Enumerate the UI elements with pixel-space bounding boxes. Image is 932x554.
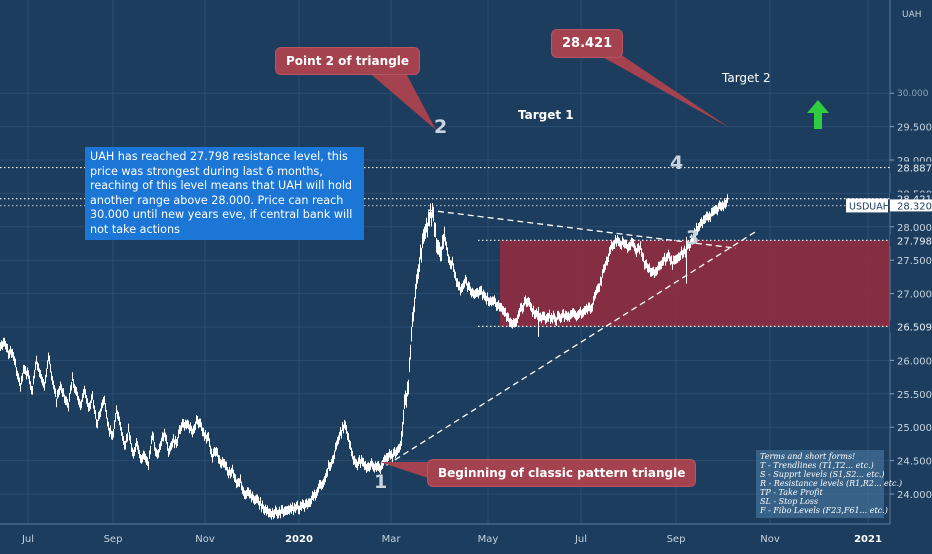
symbol-tag-bg <box>846 198 888 213</box>
price-callout: 28.421 <box>552 30 623 57</box>
up-arrow-icon <box>807 100 829 129</box>
price-tick-label: 27.500 <box>897 256 932 267</box>
time-tick-label: Jul <box>21 534 34 545</box>
target1-label: Target 1 <box>518 108 574 122</box>
point2-callout: Point 2 of triangle <box>276 48 420 74</box>
beginning-pointer <box>380 462 440 482</box>
point-label-1: 1 <box>374 471 387 493</box>
descending-trendline <box>427 209 737 249</box>
price-tick-label: 27.000 <box>897 290 932 301</box>
point2-pointer <box>352 58 436 130</box>
support-tag: 26.509 <box>897 322 932 333</box>
price-tick-label: 24.500 <box>897 457 932 468</box>
unit-label: UAH <box>902 10 922 20</box>
price-tick-label: 29.500 <box>897 123 932 134</box>
symbol-tag: USDUAH <box>849 201 890 212</box>
point-label-3: 3 <box>686 227 699 249</box>
target2-label: Target 2 <box>721 71 771 85</box>
price-pointer <box>590 50 730 128</box>
legend-line: R - Resistance levels (R1,R2... etc.) <box>760 479 903 488</box>
legend-line: F - Fibo Levels (F23,F61... etc.) <box>760 506 888 515</box>
legend-line: Terms and short forms! <box>760 452 856 461</box>
time-tick-label: Nov <box>195 534 215 545</box>
legend-line: SL - Stop Loss <box>760 497 819 506</box>
point-label-4: 4 <box>670 152 683 174</box>
price-tick-label: 24.000 <box>897 490 932 501</box>
price-tick-label: 29.000 <box>897 156 932 167</box>
time-tick-label: Jul <box>574 534 587 545</box>
price-tick-label: 25.000 <box>897 423 932 434</box>
time-tick-label: Sep <box>667 534 686 545</box>
analysis-note: UAH has reached 27.798 resistance level,… <box>85 147 364 240</box>
time-tick-label: Sep <box>104 534 123 545</box>
legend-line: TP - Take Profit <box>760 488 823 497</box>
point-label-2: 2 <box>434 116 447 138</box>
target2-tag: 28.887 <box>897 164 932 175</box>
time-tick-label: Mar <box>382 534 402 545</box>
legend-line: S - Supprt levels (S1,S2... etc.) <box>760 470 885 479</box>
legend-line: T - Trendlines (T1,T2... etc.) <box>760 461 874 470</box>
current-price-tag-bg <box>890 199 932 212</box>
price-tick-label: 26.000 <box>897 356 932 367</box>
current-price-tag: 28.320 <box>897 201 932 212</box>
time-tick-label: May <box>478 534 499 545</box>
resistance-tag: 27.798 <box>897 236 932 247</box>
time-axis-bg <box>0 524 932 550</box>
legend-box: Terms and short forms! T - Trendlines (T… <box>756 450 903 518</box>
target2-tag-bg <box>890 161 932 174</box>
price-tick-label: 28.000 <box>897 223 932 234</box>
beginning-callout: Beginning of classic pattern triangle <box>428 460 696 486</box>
time-tick-label: Nov <box>760 534 780 545</box>
price-series <box>0 194 728 520</box>
ascending-trendline <box>377 229 759 472</box>
price-tick-label: 25.500 <box>897 390 932 401</box>
price-axis-bg <box>890 0 932 550</box>
support-tag-bg <box>890 320 932 333</box>
time-tick-label: 2021 <box>854 534 882 545</box>
price-tick-label: 30.000 <box>897 89 929 99</box>
time-tick-label: 2020 <box>285 534 313 545</box>
resistance-tag-bg <box>890 234 932 247</box>
